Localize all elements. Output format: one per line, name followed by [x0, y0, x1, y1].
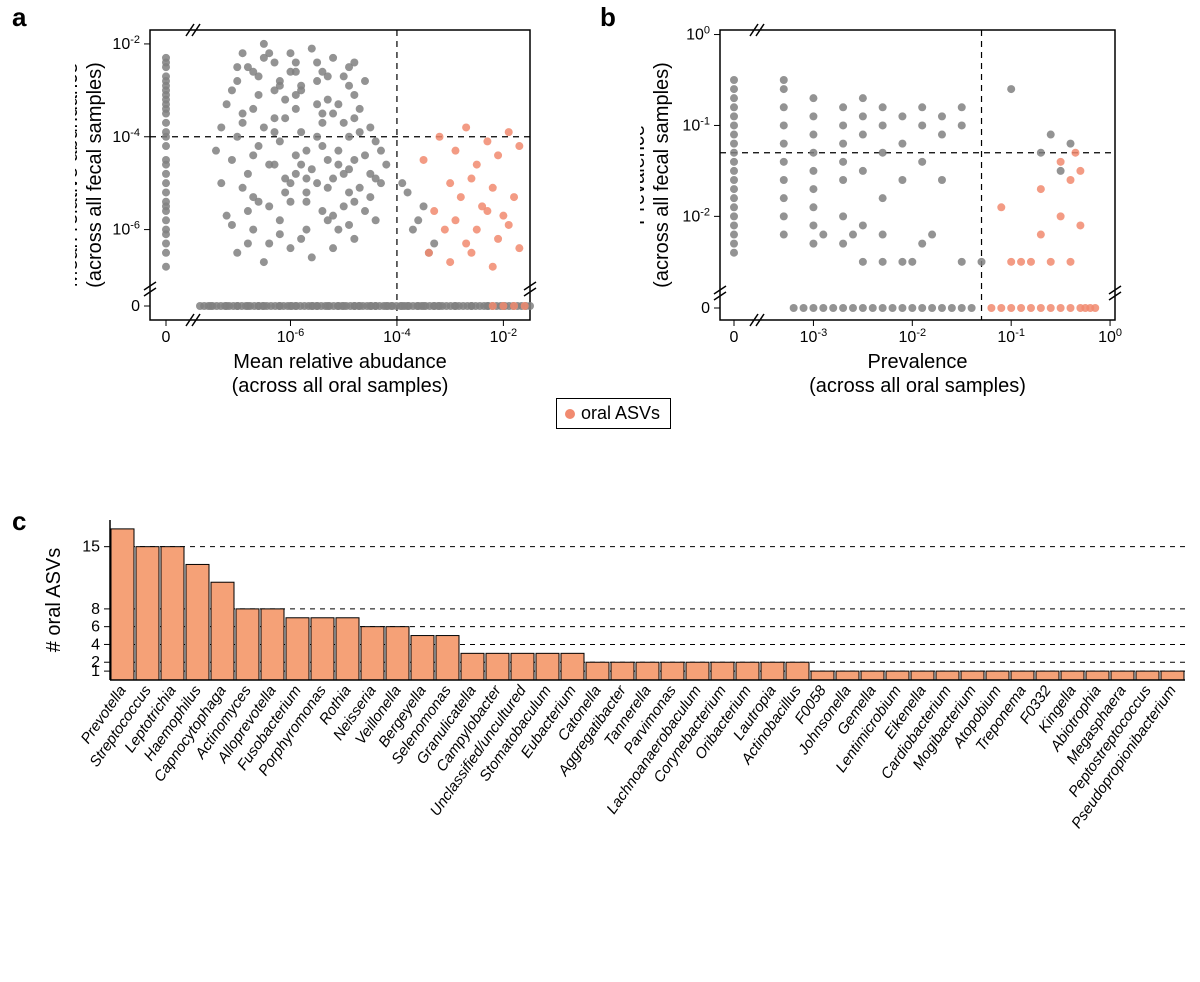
svg-text:10-4: 10-4: [383, 327, 411, 346]
svg-text:10-6: 10-6: [112, 220, 140, 239]
panel-label-a: a: [12, 2, 26, 33]
legend: oral ASVs: [556, 398, 671, 429]
svg-text:100: 100: [686, 25, 710, 44]
svg-text:6: 6: [91, 619, 100, 636]
svg-text:10-2: 10-2: [899, 327, 927, 346]
svg-text:100: 100: [1098, 327, 1122, 346]
svg-text:Mean relative abundance(across: Mean relative abundance(across all fecal…: [75, 62, 106, 288]
panel-label-b: b: [600, 2, 616, 33]
svg-text:15: 15: [82, 539, 100, 556]
svg-text:0: 0: [131, 298, 140, 315]
svg-text:0: 0: [701, 300, 710, 317]
svg-text:2: 2: [91, 654, 100, 671]
svg-text:(across all oral samples): (across all oral samples): [232, 375, 449, 397]
bar-panel-c: 1246815PrevotellaStreptococcusLeptotrich…: [40, 510, 1195, 980]
scatter-panel-a: 10-6 10-4 10-2 0 10-6 10-4 10-2 0 Mean relative …: [75, 10, 555, 430]
svg-text:(across all oral samples): (across all oral samples): [809, 375, 1026, 397]
figure-root: a b c 10-6 10-4 10-2 0 10-6 10-4 10-2 0 Mean rel…: [0, 0, 1200, 982]
svg-text:10-3: 10-3: [800, 327, 828, 346]
svg-text:Prevalence(across all fecal sa: Prevalence(across all fecal samples): [640, 62, 673, 288]
svg-text:10-2: 10-2: [112, 34, 140, 53]
svg-text:Prevalence: Prevalence: [867, 351, 967, 373]
svg-text:0: 0: [162, 329, 171, 346]
svg-text:0: 0: [730, 329, 739, 346]
svg-text:10-4: 10-4: [112, 127, 140, 146]
svg-text:4: 4: [91, 636, 100, 653]
legend-marker: [565, 409, 575, 419]
svg-text:Mean relative abudance: Mean relative abudance: [233, 351, 446, 373]
svg-text:10-2: 10-2: [682, 206, 710, 225]
svg-text:10-1: 10-1: [682, 115, 710, 134]
svg-text:10-2: 10-2: [490, 327, 518, 346]
svg-text:8: 8: [91, 601, 100, 618]
svg-text:10-6: 10-6: [277, 327, 305, 346]
panel-label-c: c: [12, 506, 26, 537]
svg-text:10-1: 10-1: [997, 327, 1025, 346]
legend-label: oral ASVs: [581, 403, 660, 424]
svg-text:# oral ASVs: # oral ASVs: [43, 548, 65, 653]
scatter-panel-b: 10-3 10-2 10-1 100 0 10-2 10-1 100 0 Prevalence(a…: [640, 10, 1135, 430]
